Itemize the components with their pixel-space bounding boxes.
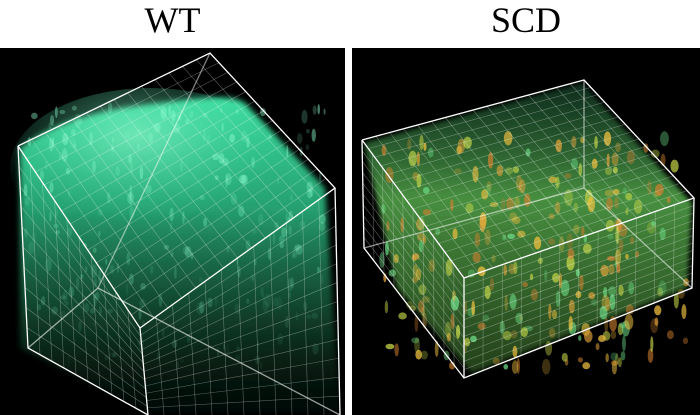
wt-label: WT [144,0,201,40]
wt-cube-image [10,52,341,415]
scd-cube-image [361,79,696,379]
panel-divider [345,48,352,415]
scd-volume-render [352,48,700,415]
wt-cube-edges [17,52,341,415]
scd-label: SCD [490,0,562,40]
scd-cube-edges [361,79,696,379]
wt-volume-render [0,48,345,415]
